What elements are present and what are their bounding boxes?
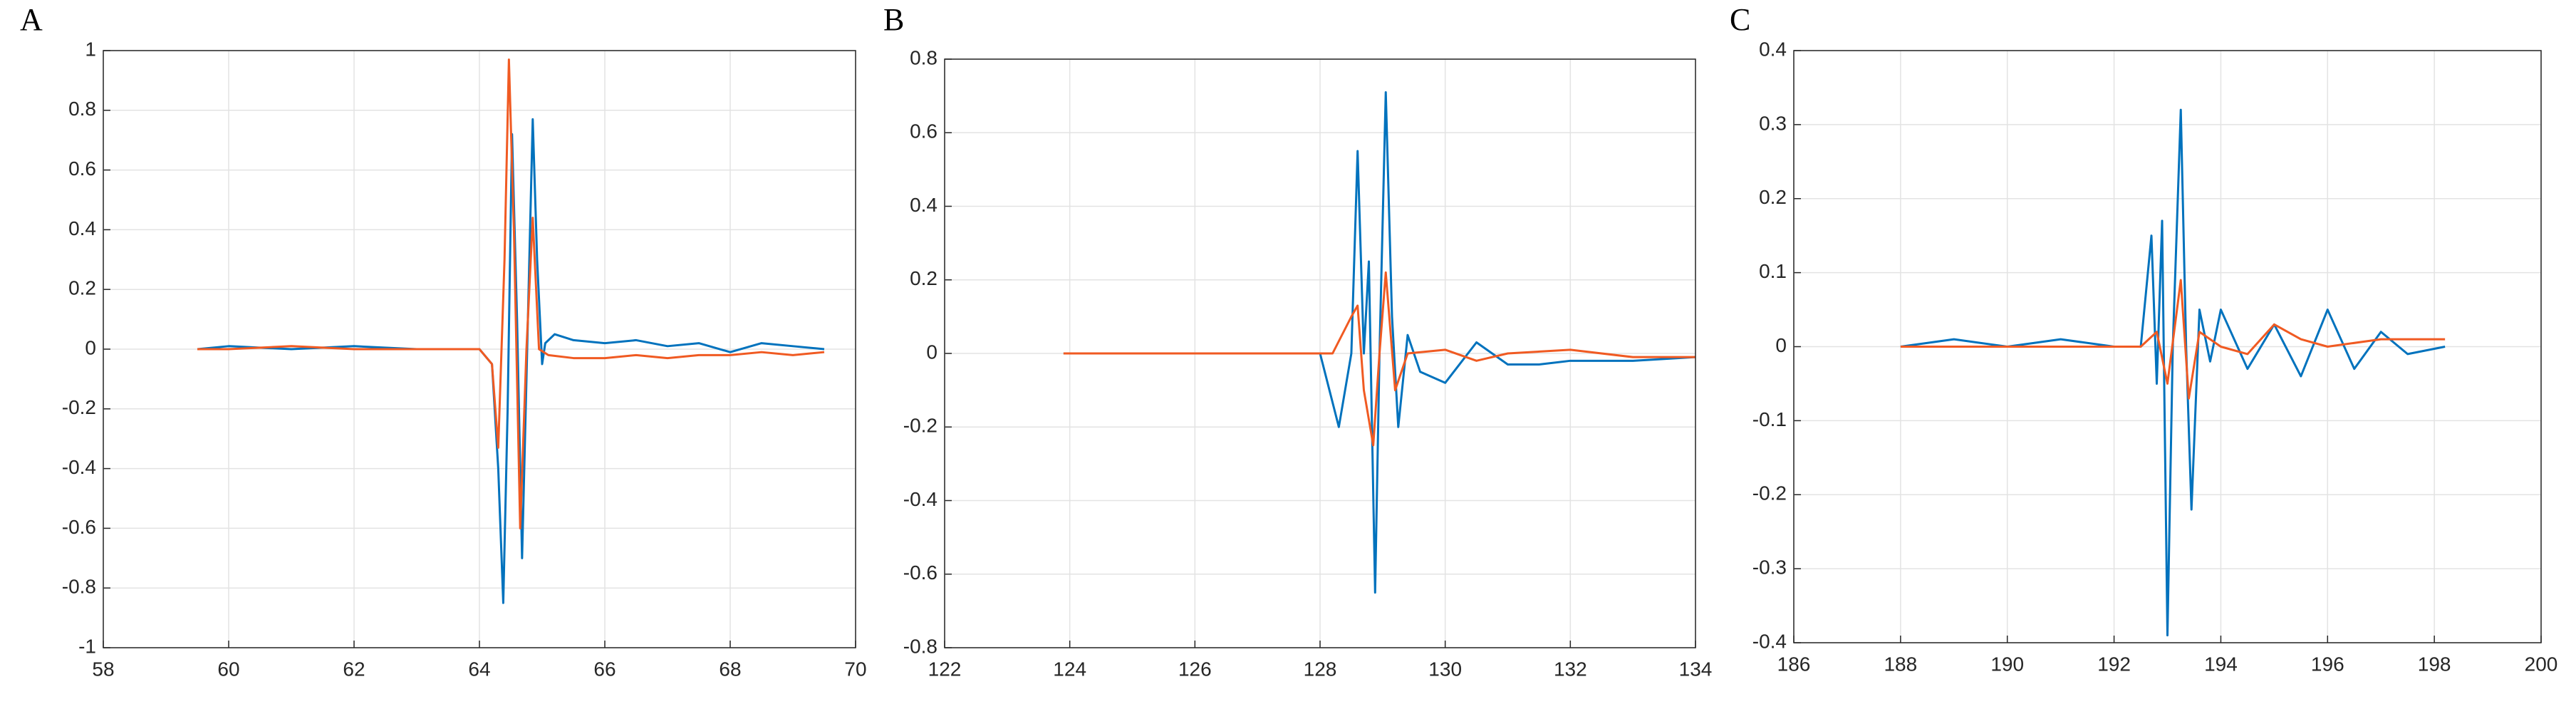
axes-frame (1793, 50, 2542, 643)
data-line (1063, 271, 1695, 447)
y-tick-label: 0 (926, 341, 938, 363)
x-tick-label: 196 (2311, 653, 2344, 675)
y-tick-label: -0.2 (903, 415, 938, 437)
y-tick-label: 0.2 (1759, 186, 1787, 208)
x-tick-label: 124 (1053, 658, 1086, 680)
y-tick-label: -0.2 (1752, 482, 1787, 504)
x-tick-label: 62 (343, 658, 365, 680)
y-tick-label: -0.4 (62, 456, 96, 478)
y-tick-label: -0.4 (1752, 630, 1787, 652)
x-tick-label: 66 (593, 658, 616, 680)
x-tick-label: 134 (1679, 658, 1713, 680)
x-tick-label: 122 (928, 658, 962, 680)
y-tick-label: -0.6 (903, 561, 938, 584)
y-tick-label: 0.6 (910, 120, 938, 143)
y-tick-label: -0.8 (62, 576, 96, 598)
y-tick-label: 0.2 (910, 267, 938, 289)
y-tick-label: -0.4 (903, 488, 938, 510)
x-tick-label: 60 (217, 658, 239, 680)
y-tick-label: -0.3 (1752, 557, 1787, 579)
x-tick-label: 126 (1178, 658, 1212, 680)
x-tick-label: 64 (468, 658, 490, 680)
x-tick-label: 132 (1554, 658, 1587, 680)
x-tick-label: 130 (1428, 658, 1462, 680)
x-tick-label: 58 (92, 658, 114, 680)
panel-label: C (1730, 2, 1750, 37)
y-tick-label: -0.8 (903, 635, 938, 657)
x-tick-label: 190 (1990, 653, 2024, 675)
x-tick-label: 194 (2204, 653, 2238, 675)
y-tick-label: -0.6 (62, 516, 96, 538)
x-tick-label: 70 (844, 658, 866, 680)
x-tick-label: 200 (2525, 653, 2558, 675)
y-tick-label: 0.4 (68, 217, 96, 239)
axes-frame (103, 50, 856, 648)
y-tick-label: 1 (85, 38, 96, 60)
panel-label: B (883, 2, 904, 37)
y-tick-label: 0.8 (910, 46, 938, 68)
axes-frame (944, 58, 1696, 648)
y-tick-label: -1 (78, 635, 96, 657)
y-tick-label: 0.3 (1759, 112, 1787, 134)
y-tick-label: 0 (1775, 334, 1787, 356)
x-tick-label: 188 (1884, 653, 1917, 675)
y-tick-label: -0.1 (1752, 408, 1787, 430)
y-tick-label: 0.2 (68, 277, 96, 299)
x-tick-label: 198 (2418, 653, 2451, 675)
y-tick-label: 0.8 (68, 98, 96, 120)
y-tick-label: 0.4 (1759, 38, 1787, 60)
y-tick-label: 0.1 (1759, 260, 1787, 282)
data-line (197, 58, 825, 529)
x-tick-label: 128 (1304, 658, 1337, 680)
y-tick-label: 0.6 (68, 157, 96, 180)
x-tick-label: 192 (2097, 653, 2131, 675)
y-tick-label: 0.4 (910, 194, 938, 216)
x-tick-label: 186 (1777, 653, 1811, 675)
panel-label: A (20, 2, 43, 37)
y-tick-label: 0 (85, 336, 96, 358)
y-tick-label: -0.2 (62, 396, 96, 418)
data-line (1900, 279, 2446, 400)
x-tick-label: 68 (719, 658, 741, 680)
